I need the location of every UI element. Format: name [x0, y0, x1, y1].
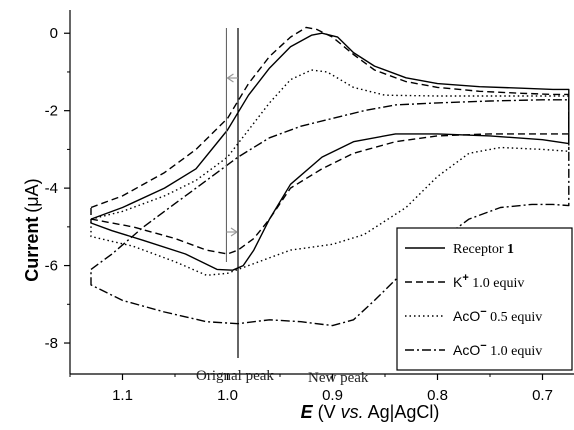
series-line-1 [90, 32, 570, 271]
plot-axes: 0 -2 -4 -6 -8 1.1 1.0 0.9 0.8 0.7 [45, 10, 574, 404]
annotations: Orignal peak New peak [196, 368, 369, 386]
y-axis-title-main: Current [22, 217, 42, 282]
y-axis-title-unit: (μA) [22, 178, 42, 212]
x-axis-title-vs: vs. [341, 402, 364, 422]
annotation-original-peak: Orignal peak [196, 368, 274, 384]
x-tick-label: 0.8 [427, 387, 448, 404]
x-tick-label: 1.0 [217, 387, 238, 404]
series-line-2 [90, 26, 570, 255]
legend: Receptor 1 K+ 1.0 equiv AcO− 0.5 equiv AcO−… [396, 227, 573, 371]
legend-box [396, 227, 573, 371]
x-tick-label: 0.9 [322, 387, 343, 404]
shift-arrow-reduction-head [230, 227, 239, 237]
y-tick-label: -6 [45, 258, 58, 275]
annotation-new-peak: New peak [308, 370, 369, 386]
y-tick-label: 0 [50, 25, 58, 42]
x-tick-label: 0.7 [532, 387, 553, 404]
legend-label-2: K+ 1.0 equiv [453, 272, 524, 291]
x-axis-title-ref: Ag|AgCl) [364, 402, 440, 422]
legend-label-3: AcO− 0.5 equiv [453, 306, 542, 325]
x-axis-title: E (V vs. Ag|AgCl) [301, 402, 440, 422]
x-axis-title-open: (V [313, 402, 341, 422]
legend-label-4: AcO− 1.0 equiv [453, 340, 542, 359]
x-axis-title-var: E [301, 402, 314, 422]
series-line-4 [90, 99, 570, 327]
y-tick-label: -8 [45, 335, 58, 352]
x-tick-label: 1.1 [112, 387, 133, 404]
shift-arrow-oxidation-head [226, 73, 234, 83]
peak-markers [225, 28, 239, 358]
y-tick-label: -2 [45, 103, 58, 120]
y-tick-label: -4 [45, 180, 58, 197]
legend-label-1: Receptor 1 [453, 242, 514, 257]
y-axis-title: Current (μA) [22, 178, 42, 281]
plot-curves [90, 26, 570, 327]
